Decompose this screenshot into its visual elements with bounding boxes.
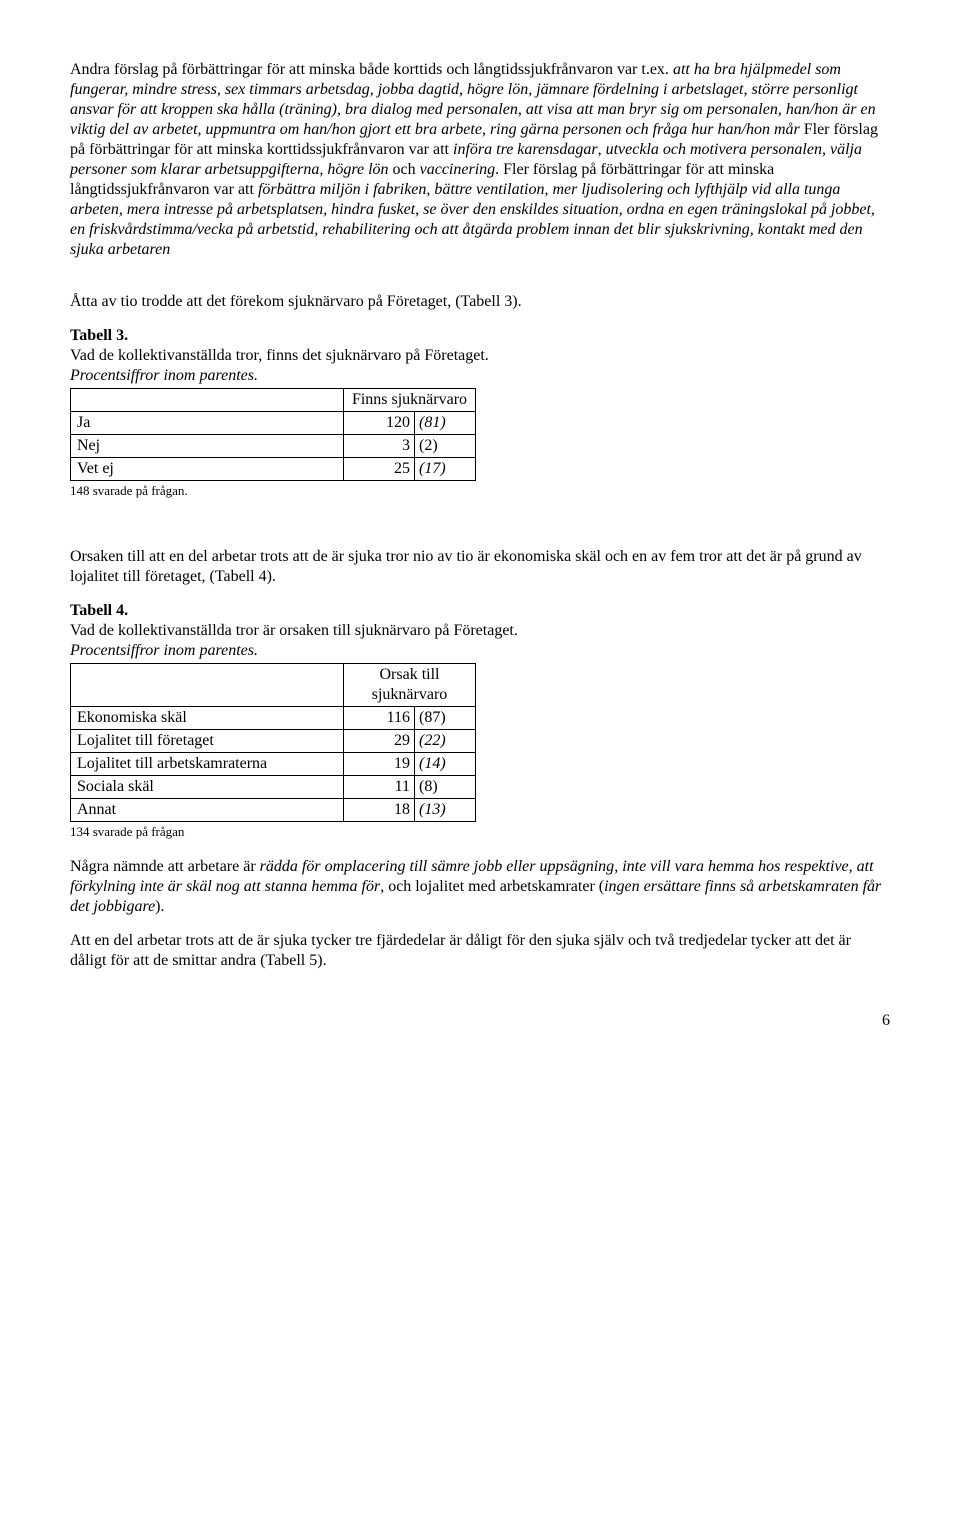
table3-block: Tabell 3. Vad de kollektivanställda tror…: [70, 326, 890, 499]
text-italic: införa tre karensdagar: [453, 141, 598, 158]
table4-r3-n: 11: [344, 776, 415, 799]
table3-r1-n: 3: [344, 435, 415, 458]
table4-r1-p: (22): [415, 730, 476, 753]
table3-r2-p: (17): [415, 458, 476, 481]
text-italic: inte vill vara hemma hos respektive: [622, 858, 848, 875]
table-row: Vet ej 25 (17): [71, 458, 476, 481]
table3-header: Finns sjuknärvaro: [344, 389, 476, 412]
table4-r4-label: Annat: [71, 799, 344, 822]
table-row: Annat 18 (13): [71, 799, 476, 822]
text: ).: [155, 898, 164, 915]
table4-r1-label: Lojalitet till företaget: [71, 730, 344, 753]
table3-title: Tabell 3.: [70, 326, 890, 346]
table-row: Ekonomiska skäl 116 (87): [71, 707, 476, 730]
table4-r1-n: 29: [344, 730, 415, 753]
text: och: [389, 161, 420, 178]
table4-block: Tabell 4. Vad de kollektivanställda tror…: [70, 601, 890, 840]
paragraph-2: Åtta av tio trodde att det förekom sjukn…: [70, 292, 890, 312]
table4-title: Tabell 4.: [70, 601, 890, 621]
table4-r0-n: 116: [344, 707, 415, 730]
text: ,: [849, 858, 857, 875]
table3-r0-n: 120: [344, 412, 415, 435]
table4-empty-header: [71, 664, 344, 707]
paragraph-3: Orsaken till att en del arbetar trots at…: [70, 547, 890, 587]
table-row: Lojalitet till företaget 29 (22): [71, 730, 476, 753]
table4: Orsak till sjuknärvaro Ekonomiska skäl 1…: [70, 663, 476, 822]
paragraph-4: Några nämnde att arbetare är rädda för o…: [70, 857, 890, 917]
table4-r4-n: 18: [344, 799, 415, 822]
table4-header: Orsak till sjuknärvaro: [344, 664, 476, 707]
table3-r1-label: Nej: [71, 435, 344, 458]
table-row: Nej 3 (2): [71, 435, 476, 458]
table3-r2-n: 25: [344, 458, 415, 481]
table3: Finns sjuknärvaro Ja 120 (81) Nej 3 (2) …: [70, 388, 476, 481]
table-row: Sociala skäl 11 (8): [71, 776, 476, 799]
table4-caption: Vad de kollektivanställda tror är orsake…: [70, 621, 890, 641]
table4-note: 134 svarade på frågan: [70, 824, 890, 840]
text: ,: [614, 858, 622, 875]
text: ,: [598, 141, 606, 158]
text: Andra förslag på förbättringar för att m…: [70, 61, 673, 78]
table4-r3-label: Sociala skäl: [71, 776, 344, 799]
page-number: 6: [70, 1011, 890, 1031]
table3-r1-p: (2): [415, 435, 476, 458]
table4-r2-p: (14): [415, 753, 476, 776]
text-italic: rädda för omplacering till sämre jobb el…: [260, 858, 615, 875]
table4-subcaption: Procentsiffror inom parentes.: [70, 641, 890, 661]
table3-subcaption: Procentsiffror inom parentes.: [70, 366, 890, 386]
table-row: Lojalitet till arbetskamraterna 19 (14): [71, 753, 476, 776]
table4-r3-p: (8): [415, 776, 476, 799]
table4-r2-label: Lojalitet till arbetskamraterna: [71, 753, 344, 776]
table3-r0-p: (81): [415, 412, 476, 435]
text-italic: vaccinering: [420, 161, 496, 178]
table3-r2-label: Vet ej: [71, 458, 344, 481]
table4-r2-n: 19: [344, 753, 415, 776]
text: Några nämnde att arbetare är: [70, 858, 260, 875]
paragraph-5: Att en del arbetar trots att de är sjuka…: [70, 931, 890, 971]
table4-r4-p: (13): [415, 799, 476, 822]
table3-caption: Vad de kollektivanställda tror, finns de…: [70, 346, 890, 366]
table4-r0-label: Ekonomiska skäl: [71, 707, 344, 730]
table4-r0-p: (87): [415, 707, 476, 730]
text: , och lojalitet med arbetskamrater (: [380, 878, 604, 895]
table-row: Ja 120 (81): [71, 412, 476, 435]
paragraph-1: Andra förslag på förbättringar för att m…: [70, 60, 890, 260]
table3-r0-label: Ja: [71, 412, 344, 435]
table3-empty-header: [71, 389, 344, 412]
table3-note: 148 svarade på frågan.: [70, 483, 890, 499]
